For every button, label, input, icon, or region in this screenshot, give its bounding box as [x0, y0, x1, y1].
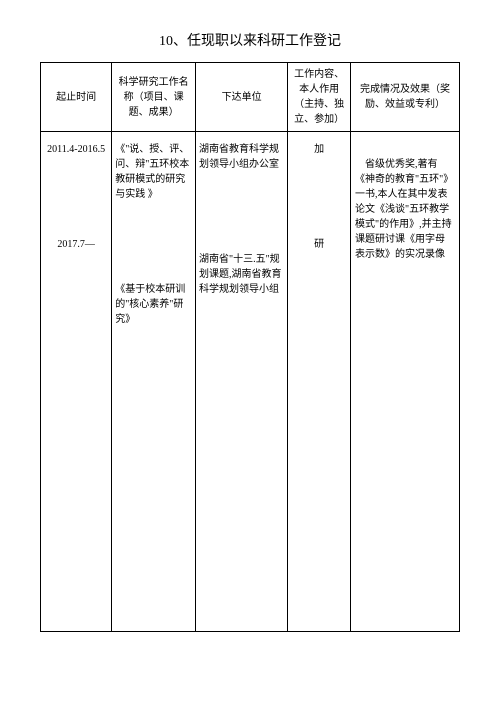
cell-role: 加 研 — [288, 132, 351, 632]
header-name: 科学研究工作名称（项目、课题、成果） — [112, 63, 196, 132]
cell-result: 省级优秀奖,著有《神奇的教育"五环"》一书,本人在其中发表论文《浅谈"五环教学模… — [351, 132, 460, 632]
unit-1: 湖南省教育科学规划领导小组办公室 — [199, 144, 279, 170]
header-result: 完成情况及效果（奖励、效益或专利） — [351, 63, 460, 132]
header-unit: 下达单位 — [196, 63, 288, 132]
header-time: 起止时间 — [41, 63, 112, 132]
research-table: 起止时间 科学研究工作名称（项目、课题、成果） 下达单位 工作内容、本人作用（主… — [40, 62, 460, 632]
cell-time: 2011.4-2016.5 2017.7— — [41, 132, 112, 632]
cell-unit: 湖南省教育科学规划领导小组办公室 湖南省"十三.五"规划课题,湖南省教育科学规划… — [196, 132, 288, 632]
cell-name: 《"说、授、评、问、辩"五环校本教研模式的研究与实践 》 《基于校本研训的"核心… — [112, 132, 196, 632]
table-row: 2011.4-2016.5 2017.7— 《"说、授、评、问、辩"五环校本教研… — [41, 132, 460, 632]
role-1: 加 — [314, 144, 324, 155]
role-2: 研 — [314, 239, 324, 250]
table-header-row: 起止时间 科学研究工作名称（项目、课题、成果） 下达单位 工作内容、本人作用（主… — [41, 63, 460, 132]
time-2: 2017.7— — [57, 239, 95, 250]
page-title: 10、任现职以来科研工作登记 — [40, 30, 460, 50]
name-1: 《"说、授、评、问、辩"五环校本教研模式的研究与实践 》 — [115, 144, 189, 200]
name-2: 《基于校本研训的"核心素养"研究》 — [115, 284, 185, 325]
unit-2: 湖南省"十三.五"规划课题,湖南省教育科学规划领导小组 — [199, 254, 282, 295]
header-role: 工作内容、本人作用（主持、独立、参加） — [288, 63, 351, 132]
result-1: 省级优秀奖,著有《神奇的教育"五环"》一书,本人在其中发表论文《浅谈"五环教学模… — [355, 159, 453, 260]
time-1: 2011.4-2016.5 — [47, 144, 105, 155]
